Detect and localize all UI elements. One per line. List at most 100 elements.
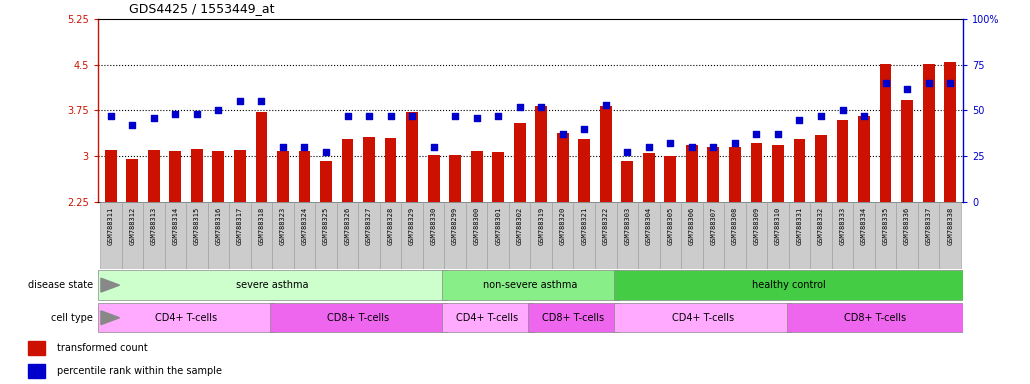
Text: GSM788308: GSM788308 [732,206,737,245]
Point [145,115,162,121]
Point [706,144,722,150]
Text: CD4+ T-cells: CD4+ T-cells [672,313,733,323]
FancyBboxPatch shape [574,202,595,269]
Text: GSM788310: GSM788310 [775,206,781,245]
Bar [815,135,827,202]
Text: GSM788313: GSM788313 [150,206,157,245]
Text: GSM788309: GSM788309 [753,206,759,245]
Text: GSM788306: GSM788306 [689,206,695,245]
FancyBboxPatch shape [122,202,143,269]
Text: GSM788335: GSM788335 [883,206,889,245]
Text: GSM788325: GSM788325 [323,206,329,245]
Point [167,111,183,117]
Bar [578,139,590,202]
Text: GSM788332: GSM788332 [818,206,824,245]
FancyBboxPatch shape [294,202,315,269]
Point [188,111,205,117]
Text: GSM788317: GSM788317 [237,206,243,245]
Bar [384,138,397,202]
Text: GSM788305: GSM788305 [667,206,674,245]
FancyBboxPatch shape [337,202,358,269]
FancyBboxPatch shape [702,202,724,269]
Text: GSM788307: GSM788307 [711,206,717,245]
Bar [364,137,375,202]
Text: cell type: cell type [50,313,93,323]
Bar [191,149,203,202]
FancyBboxPatch shape [746,202,767,269]
Text: GSM788328: GSM788328 [387,206,393,245]
Point [554,131,571,137]
Point [339,113,355,119]
Point [597,102,614,108]
Bar [599,106,612,202]
FancyBboxPatch shape [165,202,186,269]
Text: CD4+ T-cells: CD4+ T-cells [456,313,518,323]
FancyBboxPatch shape [659,202,681,269]
Point [662,140,679,146]
Bar [621,161,633,202]
Point [232,98,248,104]
Bar [536,106,547,202]
FancyBboxPatch shape [270,303,447,333]
Bar [169,151,181,202]
Bar [277,151,288,202]
FancyBboxPatch shape [143,202,165,269]
Text: GSM788330: GSM788330 [431,206,437,245]
FancyBboxPatch shape [466,202,487,269]
FancyBboxPatch shape [939,202,961,269]
Text: non-severe asthma: non-severe asthma [483,280,578,290]
FancyBboxPatch shape [442,303,533,333]
FancyBboxPatch shape [724,202,746,269]
FancyBboxPatch shape [528,303,619,333]
Text: GSM788337: GSM788337 [926,206,931,245]
Text: CD8+ T-cells: CD8+ T-cells [844,313,905,323]
Point [360,113,377,119]
FancyBboxPatch shape [100,202,122,269]
Point [210,108,227,114]
Text: GSM788321: GSM788321 [581,206,587,245]
Point [447,113,464,119]
Point [641,144,657,150]
FancyBboxPatch shape [874,202,896,269]
Point [748,131,764,137]
Point [124,122,140,128]
Text: GSM788312: GSM788312 [130,206,135,245]
FancyBboxPatch shape [681,202,702,269]
FancyBboxPatch shape [638,202,659,269]
FancyBboxPatch shape [442,270,619,300]
Point [941,80,958,86]
Bar [729,147,741,202]
FancyBboxPatch shape [98,270,447,300]
Bar [234,150,246,202]
Text: GSM788318: GSM788318 [259,206,265,245]
Bar [255,112,268,202]
FancyBboxPatch shape [229,202,250,269]
Text: GSM788327: GSM788327 [366,206,372,245]
Point [878,80,894,86]
Text: GDS4425 / 1553449_at: GDS4425 / 1553449_at [129,2,274,15]
Point [576,126,592,132]
FancyBboxPatch shape [767,202,789,269]
Point [490,113,507,119]
Bar [643,153,655,202]
Text: GSM788300: GSM788300 [474,206,480,245]
Bar [901,100,913,202]
FancyBboxPatch shape [530,202,552,269]
Bar [342,139,353,202]
Point [834,108,851,114]
Bar [127,159,138,202]
Text: GSM788311: GSM788311 [108,206,113,245]
Text: CD4+ T-cells: CD4+ T-cells [156,313,217,323]
Point [921,80,937,86]
Text: healthy control: healthy control [752,280,826,290]
FancyBboxPatch shape [186,202,208,269]
Bar [664,156,677,202]
Bar [923,64,934,202]
Text: GSM788316: GSM788316 [215,206,221,245]
FancyBboxPatch shape [358,202,380,269]
FancyBboxPatch shape [423,202,444,269]
Bar [793,139,805,202]
Bar [148,150,160,202]
FancyBboxPatch shape [896,202,918,269]
FancyBboxPatch shape [918,202,939,269]
